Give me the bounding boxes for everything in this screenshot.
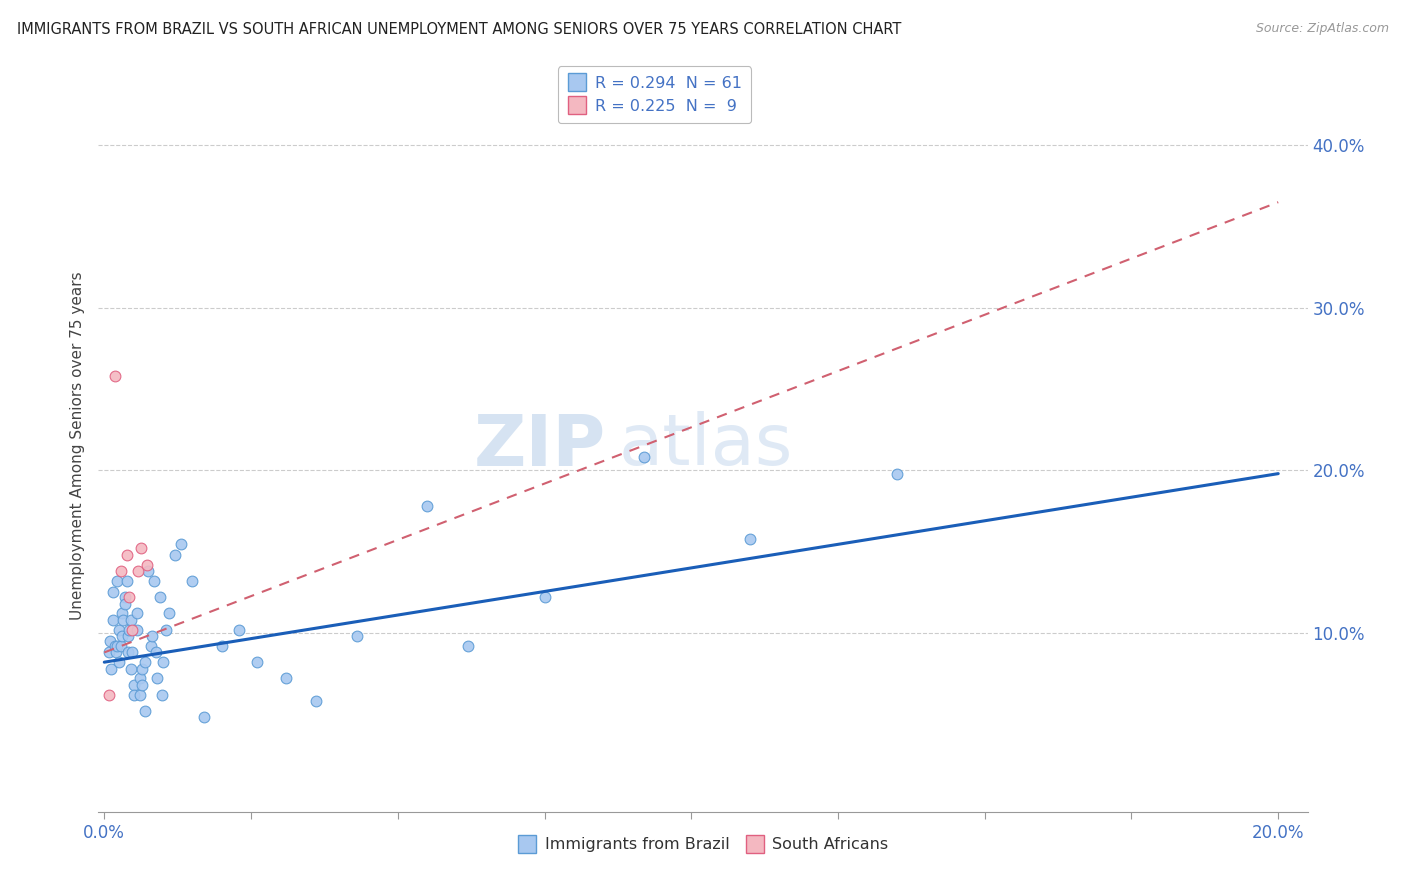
Point [111, 629, 134, 643]
Point [98, 688, 121, 702]
Point [211, 639, 233, 653]
Point [101, 585, 124, 599]
Point [193, 710, 215, 724]
Legend: Immigrants from Brazil, South Africans: Immigrants from Brazil, South Africans [510, 830, 896, 859]
Y-axis label: Unemployment Among Seniors over 75 years: Unemployment Among Seniors over 75 years [70, 272, 86, 620]
Point [135, 558, 157, 572]
Point [111, 607, 134, 621]
Point [150, 688, 173, 702]
Point [134, 704, 156, 718]
Point [143, 574, 166, 588]
Text: IMMIGRANTS FROM BRAZIL VS SOUTH AFRICAN UNEMPLOYMENT AMONG SENIORS OVER 75 YEARS: IMMIGRANTS FROM BRAZIL VS SOUTH AFRICAN … [17, 22, 901, 37]
Point [122, 678, 145, 692]
Point [108, 623, 131, 637]
Point [131, 662, 153, 676]
Point [104, 639, 127, 653]
Point [105, 574, 128, 588]
Text: Source: ZipAtlas.com: Source: ZipAtlas.com [1256, 22, 1389, 36]
Point [228, 623, 250, 637]
Point [141, 639, 163, 653]
Text: ZIP: ZIP [474, 411, 606, 481]
Point [114, 597, 136, 611]
Point [155, 623, 177, 637]
Point [122, 688, 145, 702]
Point [121, 623, 143, 637]
Point [104, 369, 127, 384]
Point [101, 613, 124, 627]
Point [149, 590, 172, 604]
Point [128, 672, 150, 686]
Point [125, 607, 148, 621]
Point [120, 662, 142, 676]
Point [416, 499, 439, 513]
Point [110, 564, 132, 578]
Point [886, 467, 908, 481]
Point [169, 536, 191, 550]
Point [100, 662, 122, 676]
Point [136, 564, 159, 578]
Point [157, 607, 180, 621]
Point [346, 629, 368, 643]
Point [118, 623, 141, 637]
Point [108, 655, 131, 669]
Point [738, 532, 761, 546]
Point [125, 623, 148, 637]
Point [533, 590, 555, 604]
Point [304, 694, 326, 708]
Point [128, 688, 150, 702]
Point [129, 541, 152, 556]
Point [120, 613, 142, 627]
Point [117, 645, 139, 659]
Point [152, 655, 174, 669]
Point [114, 590, 136, 604]
Point [181, 574, 204, 588]
Point [115, 574, 138, 588]
Point [121, 645, 143, 659]
Point [246, 655, 269, 669]
Point [633, 450, 655, 465]
Point [115, 548, 138, 562]
Point [117, 629, 139, 643]
Point [98, 645, 121, 659]
Point [127, 564, 149, 578]
Point [276, 672, 298, 686]
Point [105, 645, 128, 659]
Point [110, 639, 132, 653]
Point [98, 634, 121, 648]
Point [112, 613, 135, 627]
Point [141, 629, 163, 643]
Point [457, 639, 479, 653]
Point [145, 645, 167, 659]
Point [134, 655, 156, 669]
Point [146, 672, 169, 686]
Text: atlas: atlas [619, 411, 793, 481]
Point [163, 548, 186, 562]
Point [105, 639, 128, 653]
Point [118, 590, 141, 604]
Point [131, 678, 153, 692]
